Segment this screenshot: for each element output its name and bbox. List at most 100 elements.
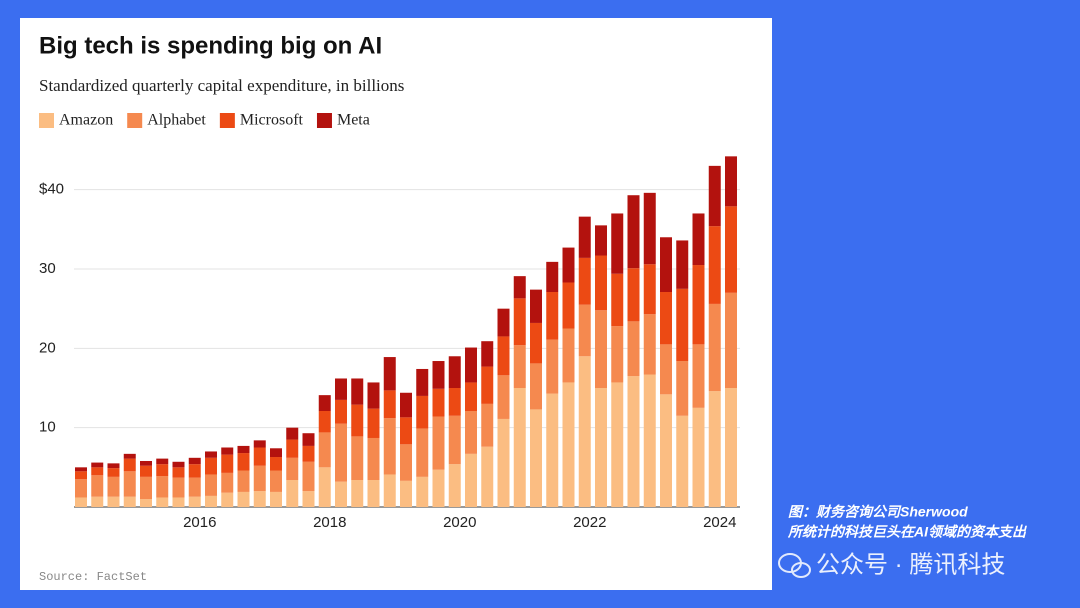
bar-segment: [237, 470, 250, 492]
bar-segment: [660, 292, 672, 345]
legend-label: Alphabet: [147, 112, 206, 129]
caption-line: 图：财务咨询公司Sherwood: [788, 504, 968, 520]
bar-segment: [497, 418, 510, 507]
bar-segment: [270, 448, 282, 458]
bar-segment: [75, 467, 87, 472]
legend-label: Amazon: [59, 112, 113, 129]
bar-segment: [400, 444, 412, 481]
bar-segment: [91, 475, 104, 497]
bar-segment: [611, 273, 624, 327]
bar-segment: [416, 368, 429, 396]
bar-segment: [643, 192, 656, 265]
bar-segment: [205, 451, 217, 458]
bar-segment: [513, 345, 526, 388]
bar-segment: [578, 216, 591, 258]
bar-segment: [75, 497, 87, 507]
bar-segment: [351, 404, 364, 437]
bar-segment: [465, 453, 477, 507]
bar-segment: [708, 391, 721, 507]
bar-segment: [302, 445, 315, 462]
bar-segment: [91, 462, 104, 468]
bar-segment: [123, 496, 136, 507]
bar-segment: [530, 289, 542, 323]
bar-segment: [643, 264, 656, 315]
bar-segment: [156, 497, 169, 507]
bar-segment: [708, 226, 721, 304]
bar-segment: [481, 366, 494, 404]
bar-segment: [221, 447, 234, 455]
bar-segment: [302, 491, 315, 507]
bar-segment: [237, 445, 250, 454]
bar-segment: [627, 195, 640, 269]
bar-segment: [383, 474, 396, 507]
chart-subtitle: Standardized quarterly capital expenditu…: [39, 76, 404, 95]
bar-segment: [546, 292, 559, 340]
bar-segment: [643, 314, 656, 375]
bar-segment: [140, 465, 152, 477]
x-tick-label: 2020: [443, 514, 476, 531]
bar-segment: [335, 378, 347, 400]
bar-segment: [546, 393, 559, 507]
bar-segment: [205, 495, 217, 507]
bar-segment: [237, 453, 250, 471]
bar-segment: [416, 395, 429, 429]
bar-segment: [530, 363, 542, 410]
legend-label: Microsoft: [240, 112, 304, 129]
watermark: 公众号 · 腾讯科技: [816, 551, 1005, 578]
bar-segment: [172, 477, 185, 498]
bar-segment: [562, 247, 575, 283]
bar-segment: [627, 268, 640, 322]
bar-segment: [432, 416, 445, 470]
bar-segment: [497, 375, 510, 419]
bar-segment: [156, 458, 169, 465]
bar-segment: [627, 376, 640, 507]
bar-segment: [595, 255, 607, 311]
caption-line: 所统计的科技巨头在AI领域的资本支出: [787, 524, 1027, 540]
bar-segment: [660, 394, 672, 507]
bar-segment: [367, 437, 380, 481]
bar-segment: [578, 356, 591, 507]
bar-segment: [302, 461, 315, 492]
bar-segment: [416, 428, 429, 477]
bar-segment: [595, 310, 607, 388]
bar-segment: [692, 213, 705, 266]
bar-segment: [318, 395, 331, 412]
bar-segment: [383, 390, 396, 419]
bar-segment: [448, 356, 461, 388]
bar-segment: [530, 322, 542, 364]
bar-segment: [660, 237, 672, 293]
bar-segment: [643, 374, 656, 507]
bar-segment: [692, 407, 705, 507]
bar-segment: [725, 206, 737, 293]
bar-segment: [221, 492, 234, 507]
bar-segment: [432, 361, 445, 389]
bar-segment: [400, 480, 412, 507]
legend-swatch: [127, 113, 143, 128]
bar-segment: [335, 399, 347, 424]
chart-title: Big tech is spending big on AI: [39, 32, 382, 59]
bar-segment: [432, 469, 445, 507]
bar-segment: [400, 417, 412, 445]
bar-segment: [383, 357, 396, 391]
bar-segment: [481, 403, 494, 447]
bar-segment: [140, 460, 152, 466]
legend-swatch: [316, 113, 332, 128]
bar-segment: [75, 471, 87, 480]
bar-segment: [253, 465, 266, 492]
bar-segment: [416, 476, 429, 507]
bar-segment: [465, 382, 477, 412]
bar-segment: [595, 225, 607, 256]
bar-segment: [75, 479, 87, 498]
bar-segment: [318, 411, 331, 433]
y-tick-label: 30: [39, 260, 56, 277]
bar-segment: [708, 165, 721, 227]
bar-segment: [546, 339, 559, 394]
bar-segment: [188, 477, 201, 497]
bar-segment: [676, 288, 689, 362]
bar-segment: [448, 388, 461, 416]
bar-segment: [286, 457, 299, 481]
bar-segment: [513, 276, 526, 299]
x-tick-label: 2018: [313, 514, 346, 531]
bar-segment: [335, 423, 347, 482]
